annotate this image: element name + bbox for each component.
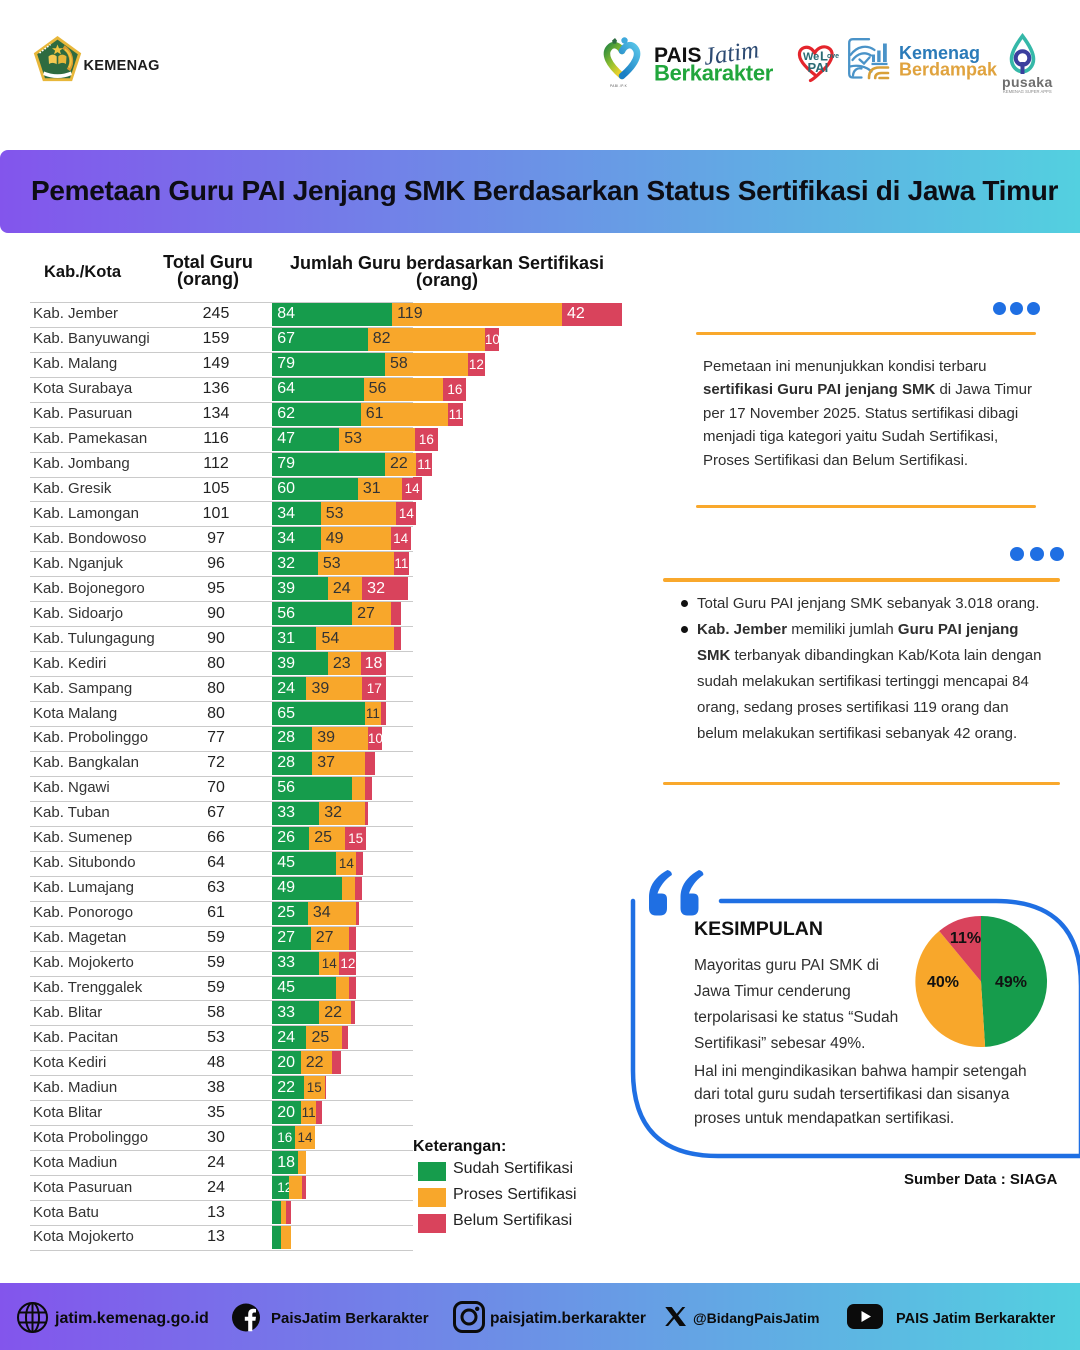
svg-text:KEMENAG SUPER APPS: KEMENAG SUPER APPS <box>1003 89 1052 94</box>
svg-text:ove: ove <box>827 53 839 60</box>
svg-text:PaisJatim Berkarakter: PaisJatim Berkarakter <box>271 1310 429 1327</box>
svg-text:49%: 49% <box>995 974 1027 991</box>
svg-text:jatim.kemenag.go.id: jatim.kemenag.go.id <box>54 1310 209 1327</box>
svg-text:We: We <box>803 51 819 63</box>
svg-text:KEMENAG: KEMENAG <box>84 58 160 74</box>
svg-text:@BidangPaisJatim: @BidangPaisJatim <box>693 1310 819 1326</box>
svg-text:11%: 11% <box>950 930 981 947</box>
svg-text:Berkarakter: Berkarakter <box>654 61 774 86</box>
svg-text:pusaka: pusaka <box>1002 74 1053 90</box>
svg-text:PAI: PAI <box>808 60 829 75</box>
svg-text:PABI./P.K: PABI./P.K <box>610 84 628 88</box>
svg-text:40%: 40% <box>927 974 959 991</box>
svg-text:L: L <box>820 49 828 64</box>
svg-text:PAIS: PAIS <box>654 44 701 67</box>
svg-text:paisjatim.berkarakter: paisjatim.berkarakter <box>490 1310 646 1327</box>
svg-text:Kemenag: Kemenag <box>899 43 980 63</box>
svg-text:Berdampak: Berdampak <box>899 60 998 80</box>
svg-text:PAIS Jatim Berkarakter: PAIS Jatim Berkarakter <box>896 1311 1056 1327</box>
